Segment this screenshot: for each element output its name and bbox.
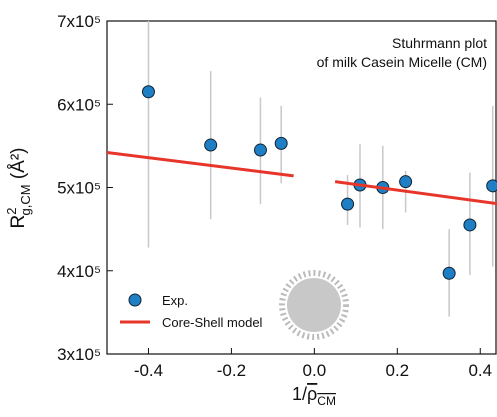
y-tick-label: 7x10⁵	[57, 12, 101, 31]
data-point	[399, 175, 413, 189]
data-point	[341, 197, 355, 211]
annotation: Stuhrmann plot	[392, 35, 487, 51]
x-label-prefix: 1/	[292, 384, 307, 404]
y-label-unit: (Å²)	[8, 148, 29, 185]
data-point	[141, 85, 155, 99]
y-tick-label: 4x10⁵	[57, 262, 101, 281]
x-tick-label: -0.4	[134, 361, 163, 380]
data-point	[463, 218, 477, 232]
x-tick-label: -0.2	[217, 361, 246, 380]
x-axis-label: 1/ρCM	[292, 384, 336, 408]
y-label-sub: g,CM	[18, 184, 33, 215]
y-tick-label: 3x10⁵	[57, 345, 101, 364]
y-tick-label: 6x10⁵	[57, 95, 101, 114]
legend-label: Core-Shell model	[162, 315, 263, 330]
x-label-sub: CM	[317, 394, 336, 408]
x-tick-label: 0.2	[385, 361, 409, 380]
legend-swatch	[128, 293, 142, 307]
y-axis-label: R2g,CM (Å²)	[4, 148, 33, 229]
y-label-sup: 2	[4, 208, 19, 215]
y-label-base: R	[8, 215, 29, 229]
annotation: of milk Casein Micelle (CM)	[317, 54, 487, 70]
data-point	[442, 266, 456, 280]
legend-label: Exp.	[162, 293, 188, 308]
data-point	[486, 179, 497, 193]
model-line	[106, 151, 497, 206]
micelle-icon	[279, 270, 349, 340]
data-point	[274, 136, 288, 150]
x-tick-label: 0.0	[303, 361, 327, 380]
x-tick-label: 0.4	[468, 361, 492, 380]
y-tick-label: 5x10⁵	[57, 179, 101, 198]
data-point	[204, 138, 218, 152]
data-point	[253, 143, 267, 157]
x-label-symbol: ρ	[307, 384, 317, 404]
